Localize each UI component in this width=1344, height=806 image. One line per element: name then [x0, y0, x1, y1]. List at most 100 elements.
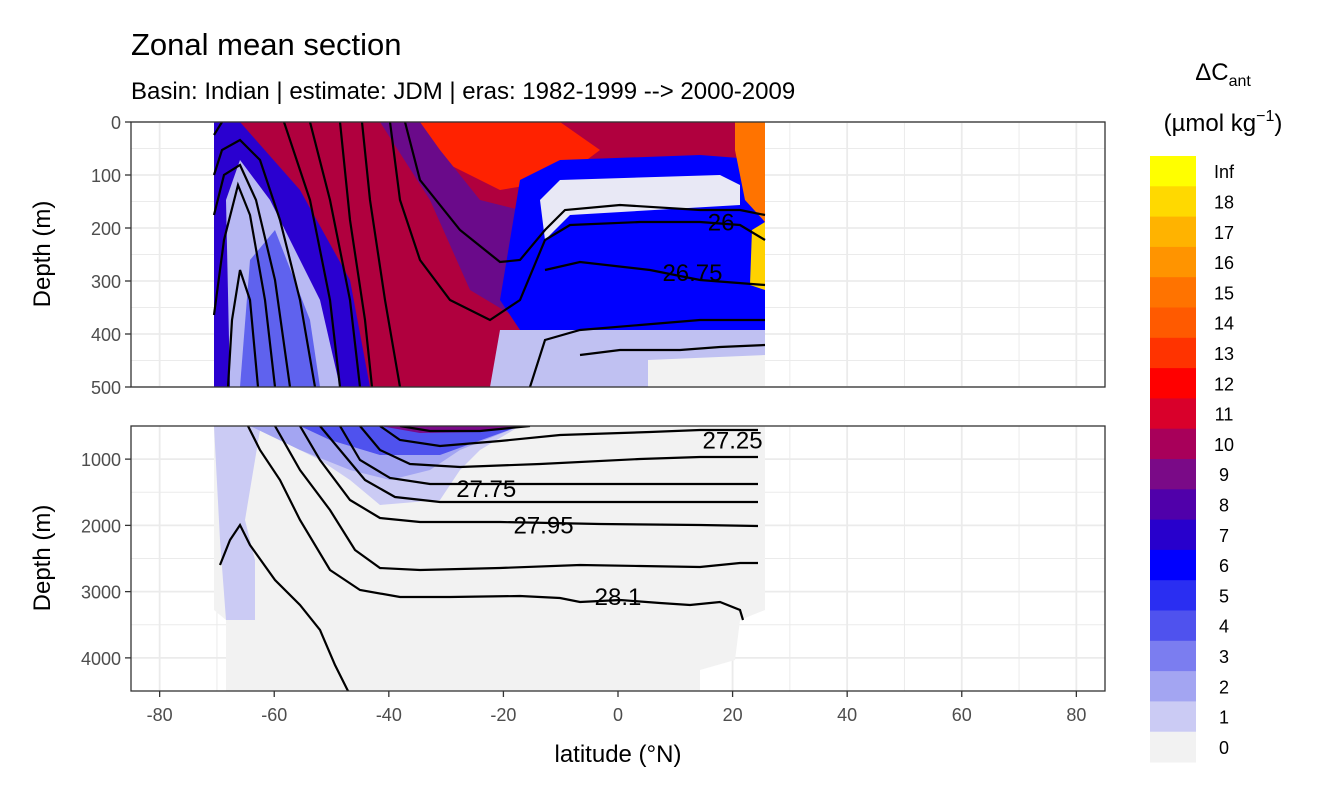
contour-label: 27.25: [703, 428, 763, 455]
contour-label: 28.1: [595, 584, 642, 611]
y-tick-label: 100: [91, 166, 121, 186]
upper-panel: 0 100 200 300 400 500 Depth (m): [29, 113, 1106, 398]
legend-color-key: [1150, 428, 1196, 460]
legend-key-label: 8: [1219, 495, 1229, 515]
contour-label: 27.75: [456, 476, 516, 503]
legend-key-label: 5: [1219, 586, 1229, 606]
x-tick-label: -40: [376, 705, 402, 725]
legend-color-key: [1150, 277, 1196, 309]
legend-color-key: [1150, 216, 1196, 248]
contour-label: 26.75: [662, 260, 722, 287]
upper-contour-line: [338, 122, 374, 387]
lower-field-blue-band: [214, 426, 520, 455]
lower-contour-line: [399, 426, 531, 433]
contour-label: 26: [708, 210, 735, 237]
legend-units: (µmol kg−1): [1164, 108, 1283, 137]
upper-field-grey-east: [648, 355, 765, 387]
upper-field-white-east: [540, 175, 740, 240]
lower-contour-line: [247, 426, 745, 621]
legend: ΔCant (µmol kg−1) Inf1817161514131211109…: [1150, 59, 1282, 763]
legend-color-key: [1150, 580, 1196, 612]
legend-title-main: ΔC: [1195, 59, 1228, 86]
legend-color-key: [1150, 610, 1196, 642]
upper-contour-line: [388, 122, 766, 322]
lower-panel-field: [214, 426, 765, 691]
legend-key-label: 9: [1219, 465, 1229, 485]
chart-subtitle: Basin: Indian | estimate: JDM | eras: 19…: [131, 78, 795, 105]
legend-units-main: (µmol kg: [1164, 110, 1257, 137]
legend-key-label: 6: [1219, 556, 1229, 576]
legend-key-label: 17: [1214, 223, 1234, 243]
lower-contour-line: [359, 426, 758, 469]
upper-panel-border: [130, 121, 1106, 388]
upper-field-orange-edge: [735, 122, 765, 222]
upper-contour-line: [212, 138, 317, 387]
legend-color-key: [1150, 640, 1196, 672]
y-tick-label: 0: [111, 113, 121, 133]
x-axis-ticks: -80 -60 -40 -20 0 20 40 60 80: [147, 691, 1086, 725]
lower-panel: 1000 2000 3000 4000 Depth (m): [29, 425, 1106, 692]
upper-contour-line: [212, 163, 292, 387]
y-tick-label: 200: [91, 219, 121, 239]
lower-contour-line: [299, 426, 759, 528]
legend-key-label: Inf: [1214, 162, 1235, 182]
y-tick-label: 1000: [81, 450, 121, 470]
x-tick-label: 0: [613, 705, 623, 725]
lower-contour-line: [274, 426, 758, 572]
lower-contours: [218, 426, 759, 691]
legend-units-close: ): [1274, 110, 1282, 137]
upper-contour-line: [544, 260, 766, 287]
x-tick-label: -80: [147, 705, 173, 725]
upper-contour-line: [403, 122, 766, 264]
upper-contour-line: [308, 122, 362, 387]
legend-color-key: [1150, 398, 1196, 430]
lower-y-ticks: 1000 2000 3000 4000: [81, 450, 131, 669]
legend-color-key: [1150, 368, 1196, 399]
legend-key-label: 14: [1214, 314, 1234, 334]
legend-color-key: [1150, 459, 1196, 490]
legend-key-label: 0: [1219, 738, 1229, 758]
x-tick-label: 40: [837, 705, 857, 725]
legend-color-key: [1150, 246, 1196, 278]
legend-key-label: 2: [1219, 677, 1229, 697]
legend-key-label: 4: [1219, 617, 1229, 637]
upper-contour-line: [226, 269, 260, 387]
upper-contour-line: [212, 181, 277, 387]
upper-contour-line: [360, 122, 402, 387]
y-tick-label: 3000: [81, 583, 121, 603]
legend-key-label: 18: [1214, 192, 1234, 212]
y-tick-label: 400: [91, 325, 121, 345]
y-tick-label: 4000: [81, 649, 121, 669]
upper-contour-line: [528, 318, 765, 387]
legend-color-key: [1150, 671, 1196, 702]
lower-field-light-band: [214, 426, 520, 620]
lower-contour-line: [218, 522, 349, 691]
upper-y-axis-label: Depth (m): [29, 201, 56, 308]
legend-key-label: 10: [1214, 435, 1234, 455]
legend-key-label: 12: [1214, 374, 1234, 394]
x-tick-label: -20: [490, 705, 516, 725]
lower-field-grey-body: [214, 426, 765, 691]
upper-contours: [212, 122, 766, 387]
y-tick-label: 300: [91, 272, 121, 292]
x-tick-label: 80: [1066, 705, 1086, 725]
legend-key-label: 1: [1219, 708, 1229, 728]
legend-color-key: [1150, 701, 1196, 733]
x-tick-label: -60: [261, 705, 287, 725]
lower-contour-line: [319, 426, 758, 504]
y-tick-label: 500: [91, 378, 121, 398]
legend-title: ΔCant: [1195, 59, 1251, 90]
lower-contour-line: [379, 426, 758, 448]
legend-key-label: 11: [1215, 405, 1234, 425]
legend-units-superscript: −1: [1256, 108, 1274, 125]
legend-key-label: 3: [1219, 647, 1229, 667]
legend-color-key: [1150, 549, 1196, 581]
upper-panel-field: [212, 122, 766, 387]
legend-title-subscript: ant: [1229, 73, 1252, 90]
x-tick-label: 20: [723, 705, 743, 725]
contour-label: 27.95: [513, 512, 573, 539]
contour-labels: 26 26.75 27.25 27.75 27.95 28.1: [456, 210, 762, 611]
legend-color-key: [1150, 156, 1196, 187]
